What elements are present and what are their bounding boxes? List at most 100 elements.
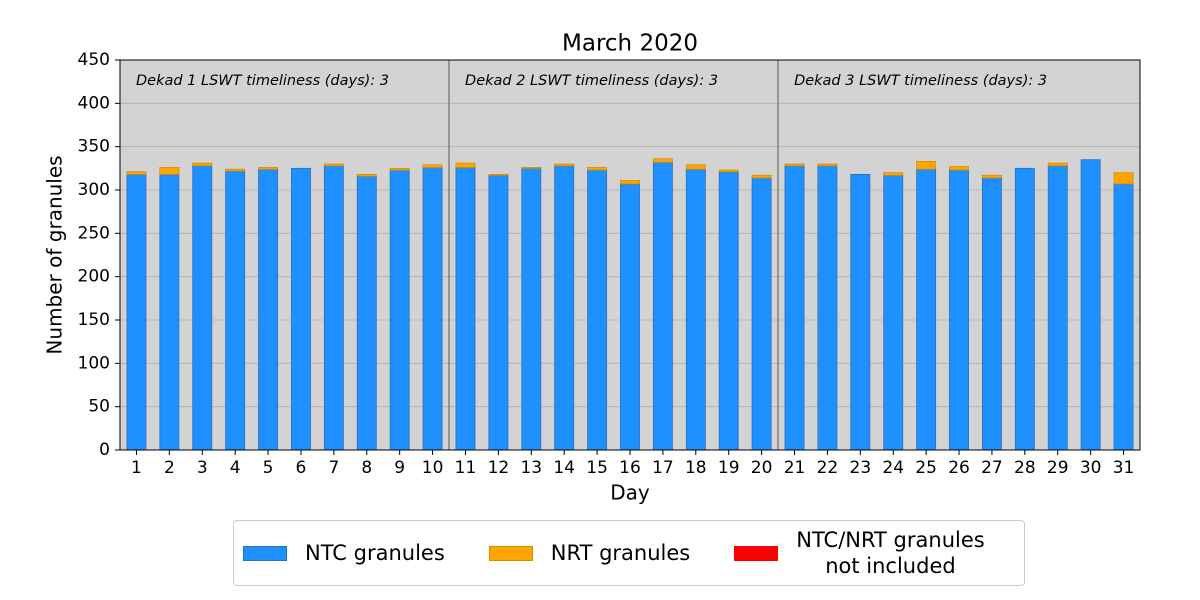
bar-segment [554,163,575,167]
bar-segment [817,165,838,451]
x-tick-label: 21 [784,458,806,478]
y-tick-label: 400 [78,93,110,113]
bar-segment [620,180,640,185]
y-tick-label: 50 [88,397,110,417]
bar-segment [422,167,443,451]
bar-segment [1113,172,1134,185]
bar-segment [949,169,969,451]
x-tick-label: 2 [164,458,175,478]
bar-segment [981,177,1002,451]
bar-segment [1080,159,1101,451]
bar-segment [1047,165,1068,451]
bar-segment [521,167,542,169]
bar-segment [225,168,246,172]
bar-segment [620,183,640,451]
bar-segment [159,173,180,451]
bar-segment [159,167,180,175]
annotation: Dekad 2 LSWT timeliness (days): 3 [465,73,718,89]
x-tick-label: 14 [553,458,575,478]
bar-segment [192,162,213,167]
bar-segment [751,177,772,451]
bar-segment [488,174,509,451]
bar-segment [949,166,969,171]
bar-segment [422,164,443,168]
bar-segment [883,174,904,451]
annotation: Dekad 1 LSWT timeliness (days): 3 [136,73,389,89]
legend-swatch [488,545,533,561]
bar-segment [718,171,739,451]
bar-segment [850,173,871,451]
x-tick-label: 5 [263,458,274,478]
bar-segment [587,167,608,171]
x-tick-label: 24 [882,458,904,478]
x-tick-label: 10 [422,458,444,478]
legend-label: NTC/NRT granules not included [796,528,985,578]
x-tick-label: 26 [948,458,970,478]
bar-segment [356,175,377,451]
x-tick-label: 12 [488,458,510,478]
legend-item: NTC/NRT granules not included [734,527,985,579]
x-tick-label: 28 [1014,458,1036,478]
x-tick-label: 8 [361,458,372,478]
y-tick-label: 450 [78,50,110,70]
bar-segment [784,163,805,167]
bar-segment [225,170,246,451]
legend: NTC granules NRT granules NTC/NRT granules… [233,520,1025,586]
x-tick-label: 23 [850,458,872,478]
y-tick-label: 0 [99,440,110,460]
chart-title: March 2020 [562,31,698,57]
legend-label: NRT granules [550,541,691,565]
bar-segment [389,167,410,171]
bar-segment [587,169,608,451]
x-tick-label: 18 [685,458,707,478]
x-tick-label: 17 [652,458,674,478]
annotation: Dekad 3 LSWT timeliness (days): 3 [794,73,1047,89]
bar-segment [488,173,509,176]
bar-segment [718,169,739,173]
bar-segment [455,167,476,451]
x-tick-label: 1 [131,458,142,478]
bar-segment [455,162,476,168]
bar-segment [126,173,147,451]
plot-frame [119,59,1141,451]
bar-segment [554,165,575,451]
x-tick-label: 31 [1113,458,1135,478]
x-axis-label: Day [610,481,650,505]
x-tick-label: 20 [751,458,773,478]
x-tick-label: 6 [296,458,307,478]
bar-segment [685,164,706,170]
bar-segment [1014,167,1035,451]
y-tick-label: 100 [78,353,110,373]
bar-segment [258,167,279,170]
bar-segment [981,174,1002,179]
bar-segment [652,161,673,451]
bar-segment [389,169,410,451]
y-tick-label: 350 [78,137,110,157]
y-tick-label: 200 [78,267,110,287]
legend-swatch [734,545,779,561]
x-tick-label: 11 [455,458,477,478]
x-tick-label: 19 [718,458,740,478]
legend-swatch [243,545,287,561]
x-tick-label: 3 [197,458,208,478]
bar-segment [291,167,311,451]
x-tick-label: 25 [915,458,937,478]
bar-segment [521,167,542,451]
y-tick-label: 150 [78,310,110,330]
bar-segment [784,165,805,451]
bar-segment [258,168,279,451]
bar-segment [192,165,213,451]
bar-segment [916,160,937,170]
x-tick-label: 9 [394,458,405,478]
bar-segment [323,165,344,451]
bar-segment [1047,162,1068,167]
legend-item: NRT granules [488,540,691,566]
y-axis-label: Number of granules [43,155,67,354]
x-tick-label: 13 [520,458,542,478]
bar-segment [323,163,344,167]
x-tick-label: 27 [981,458,1003,478]
x-tick-label: 16 [619,458,641,478]
bar-segment [883,172,904,176]
